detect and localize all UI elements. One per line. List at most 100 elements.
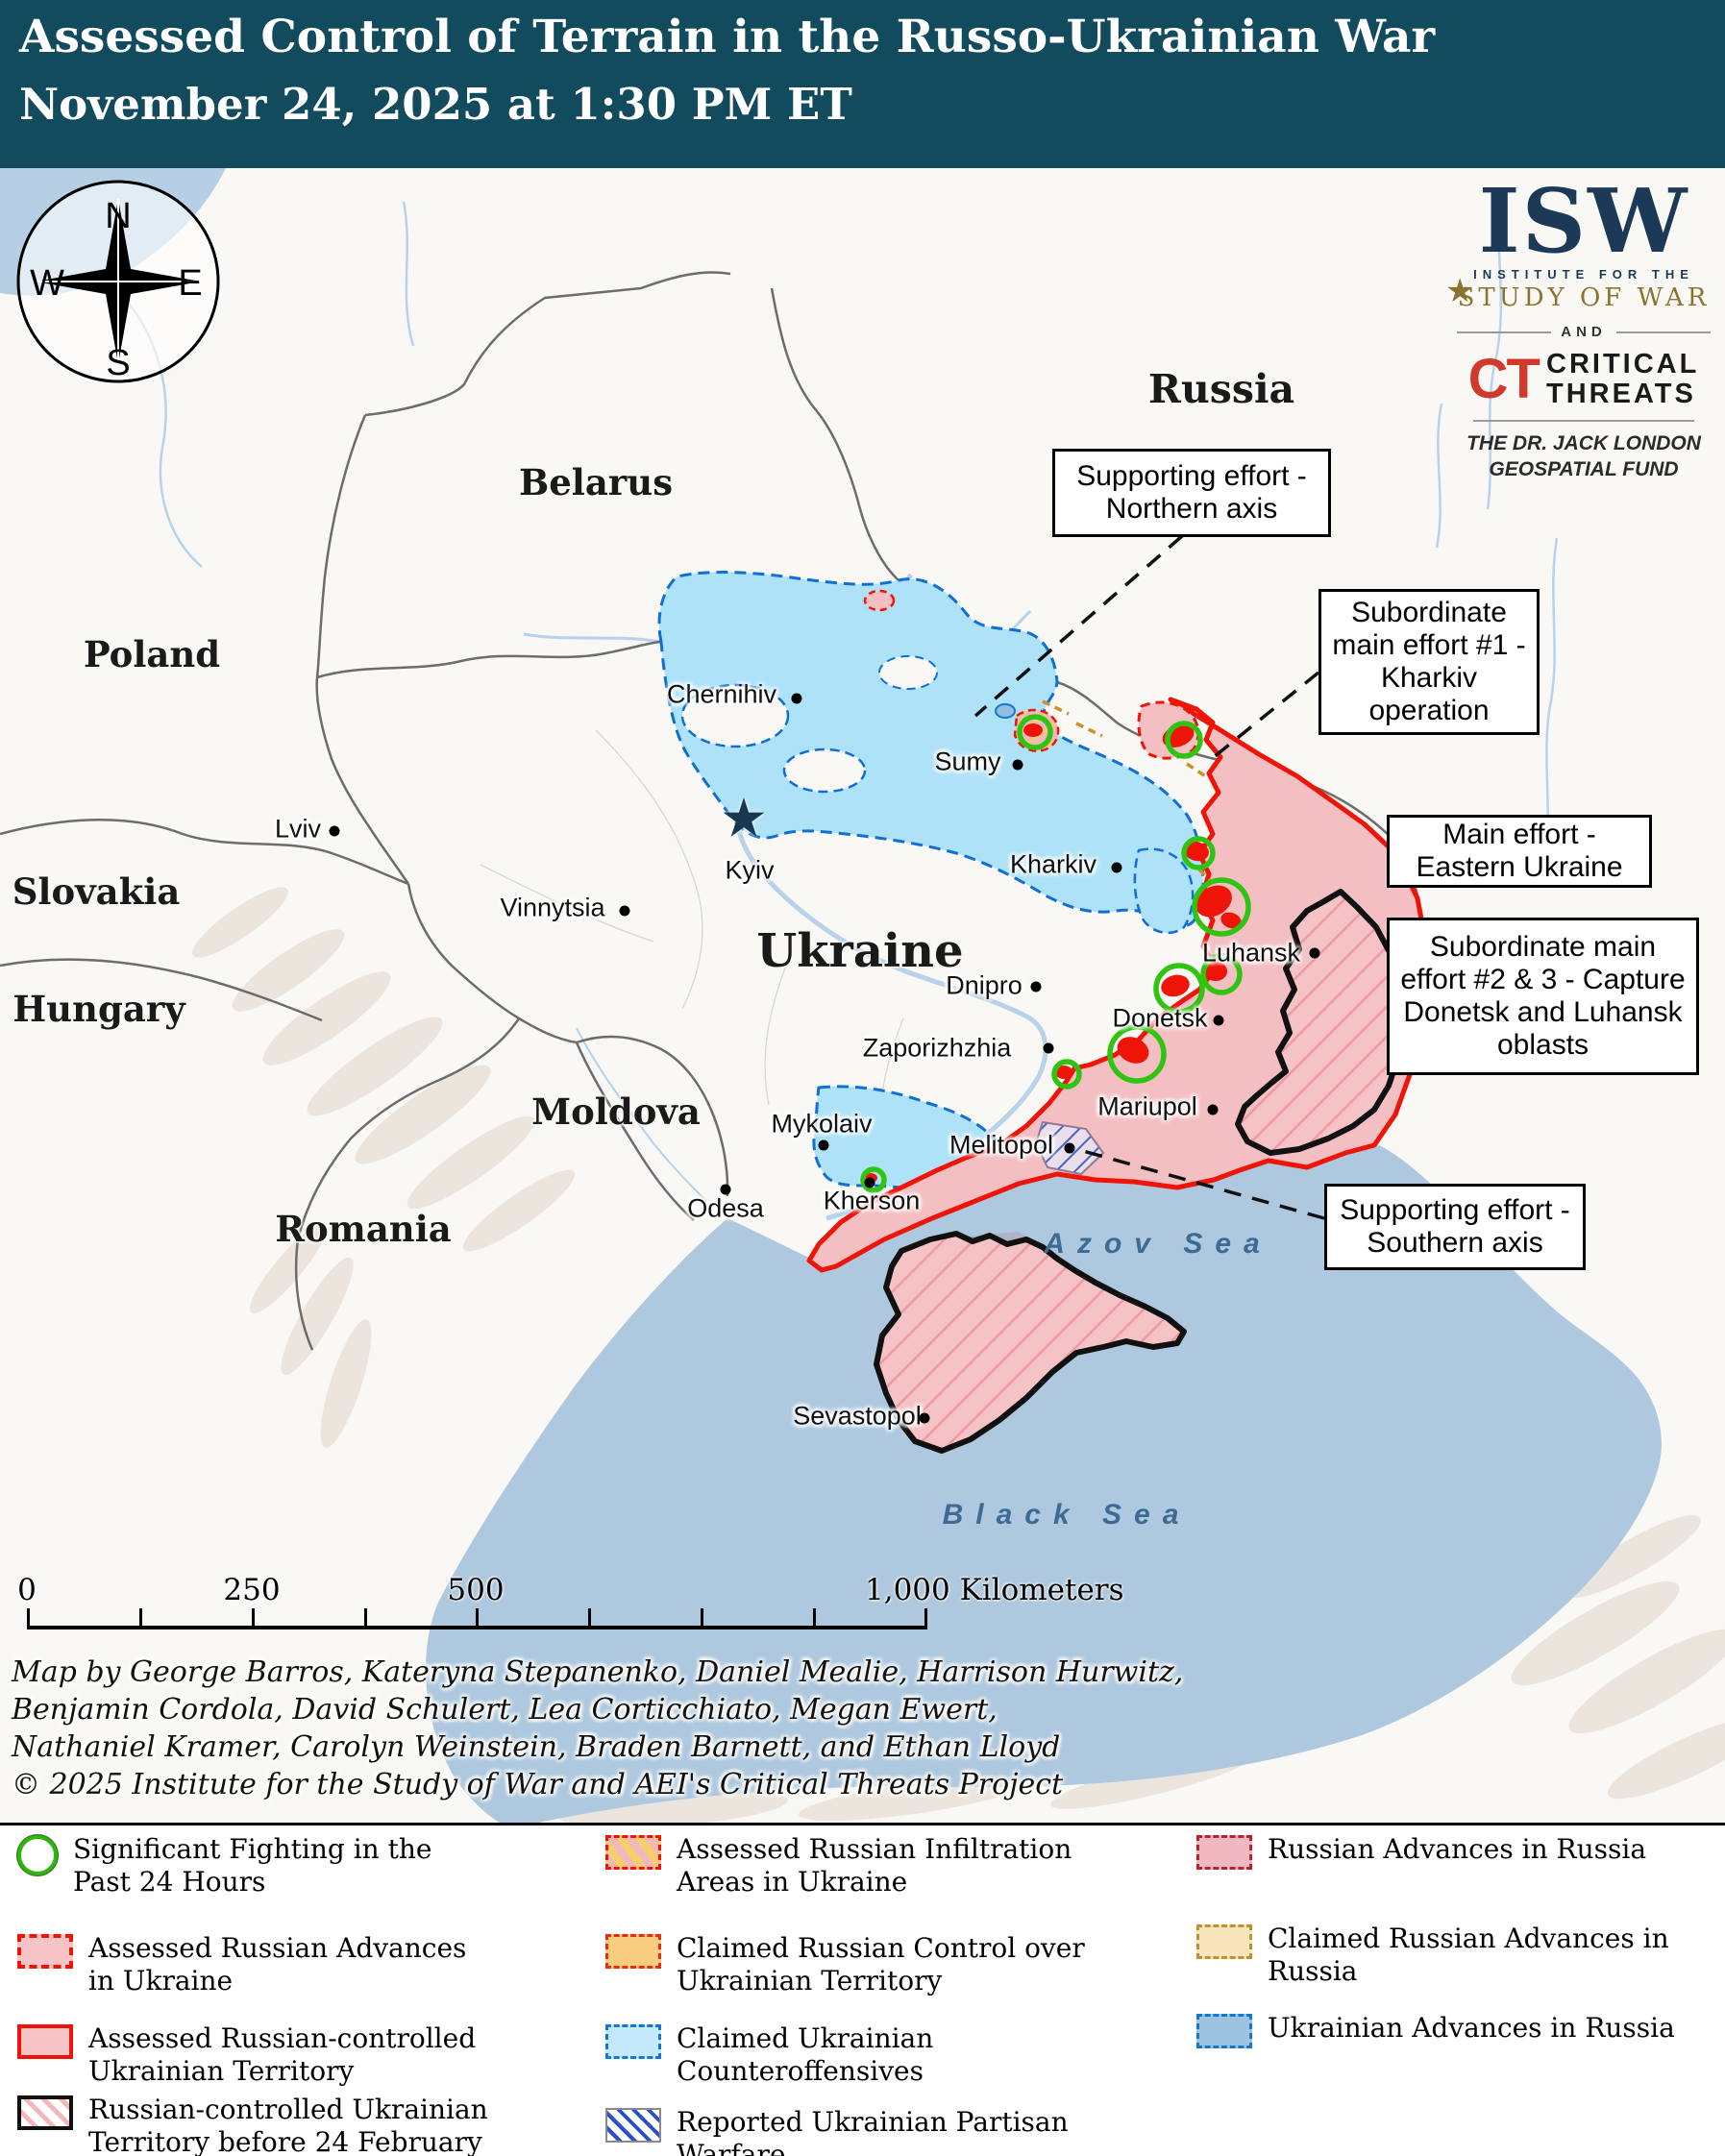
country-label-russia: Russia: [1147, 366, 1295, 412]
city-dot-chernihiv: [791, 693, 802, 704]
scale-0: 0: [17, 1573, 37, 1607]
callout-donetsk-luhansk-oblasts: Subordinate main effort #2 & 3 - Capture…: [1387, 918, 1699, 1075]
title-bar: Assessed Control of Terrain in the Russo…: [0, 0, 1725, 168]
isw-study-of-war: STUDY OF WAR: [1457, 283, 1711, 313]
city-label-luhansk: Luhansk: [1201, 938, 1301, 968]
callout-leader-lines: [973, 534, 1325, 1220]
city-dot-luhansk: [1309, 947, 1320, 959]
city-label-kharkiv: Kharkiv: [1009, 849, 1097, 879]
isw-star-icon: ★: [1445, 273, 1475, 309]
country-label-romania: Romania: [275, 1208, 452, 1250]
city-label-melitopol: Melitopol: [949, 1130, 1054, 1160]
critical-threats-logo: CT CRITICAL THREATS: [1440, 350, 1725, 408]
compass-s: S: [106, 343, 130, 383]
pre2022-swatch: [17, 2095, 73, 2130]
city-dot-sumy: [1012, 759, 1023, 771]
city-dot-mykolaiv: [818, 1139, 829, 1151]
claimed-ua-counteroffensive-swatch: [605, 2024, 661, 2059]
significant-fighting-circles: [860, 714, 1251, 1193]
sea-label-black-sea: Black Sea: [942, 1499, 1192, 1531]
city-dot-dnipro: [1030, 981, 1042, 992]
russian-advance-swatch: [17, 1934, 73, 1969]
legend-item-russian-advances-russia: Russian Advances in Russia: [1196, 1833, 1715, 1870]
compass-e: E: [178, 263, 202, 304]
scale-bar-line: [27, 1626, 927, 1629]
city-dot-donetsk: [1213, 1015, 1224, 1026]
city-dot-mariupol: [1207, 1104, 1219, 1115]
city-dot-kharkiv: [1111, 862, 1122, 873]
claimed-russian-control-swatch: [605, 1934, 661, 1969]
legend-item-significant-fighting: Significant Fighting in the Past 24 Hour…: [17, 1833, 498, 1899]
russian-controlled-swatch: [17, 2024, 73, 2059]
legend: Significant Fighting in the Past 24 Hour…: [0, 1823, 1725, 2156]
country-label-poland: Poland: [83, 633, 221, 675]
callout-kharkiv-operation: Subordinate main effort #1 - Kharkiv ope…: [1318, 589, 1540, 735]
city-dot-zaporizhzhia: [1043, 1042, 1054, 1054]
black-sea: [426, 1145, 1662, 1823]
geospatial-fund: THE DR. JACK LONDON GEOSPATIAL FUND: [1466, 432, 1701, 480]
credits-line2: Benjamin Cordola, David Schulert, Lea Co…: [12, 1693, 998, 1727]
isw-logo-text: ISW: [1478, 169, 1689, 273]
kyiv-capital-star-icon: ★: [719, 787, 769, 848]
country-label-ukraine: Ukraine: [756, 924, 964, 978]
credits-line4: © 2025 Institute for the Study of War an…: [12, 1768, 1064, 1801]
ct-name: CRITICAL THREATS: [1546, 349, 1700, 409]
country-label-slovakia: Slovakia: [12, 870, 181, 913]
callout-northern-axis: Supporting effort - Northern axis: [1052, 449, 1331, 537]
ct-monogram: CT: [1467, 347, 1540, 410]
legend-item-claimed-russian-control: Claimed Russian Control over Ukrainian T…: [605, 1932, 1124, 1997]
ukrainian-advances-russia-swatch: [1196, 2014, 1252, 2048]
compass-w: W: [30, 263, 64, 304]
legend-item-infiltration-areas: Assessed Russian Infiltration Areas in U…: [605, 1833, 1124, 1899]
russian-advances-russia-swatch: [1196, 1835, 1252, 1870]
city-label-lviv: Lviv: [274, 814, 322, 844]
title-date: November 24, 2025 at 1:30 PM ET: [19, 79, 852, 130]
city-label-vinnytsia: Vinnytsia: [500, 893, 605, 922]
city-label-chernihiv: Chernihiv: [666, 679, 777, 709]
legend-item-claimed-ua-counteroffensives: Claimed Ukrainian Counteroffensives: [605, 2022, 1124, 2088]
compass-n: N: [105, 196, 131, 236]
city-label-zaporizhzhia: Zaporizhzhia: [862, 1033, 1012, 1063]
isw-ct-logo: ISW ★ INSTITUTE FOR THE STUDY OF WAR AND…: [1440, 169, 1725, 482]
claimed-russian-advances-russia-swatch: [1196, 1924, 1252, 1959]
city-label-kherson: Kherson: [823, 1186, 921, 1215]
credits-line1: Map by George Barros, Kateryna Stepanenk…: [12, 1655, 1184, 1689]
city-dot-vinnytsia: [619, 905, 630, 917]
city-label-mykolaiv: Mykolaiv: [771, 1109, 873, 1139]
scale-1000: 1,000 Kilometers: [865, 1573, 1124, 1607]
partisan-warfare-swatch: [605, 2108, 661, 2143]
city-dot-melitopol: [1064, 1142, 1075, 1154]
legend-item-ukrainian-advances-russia: Ukrainian Advances in Russia: [1196, 2012, 1715, 2048]
city-dot-kherson: [864, 1177, 875, 1188]
scale-bar: 0 250 500 1,000 Kilometers: [0, 1573, 1153, 1640]
legend-item-russian-controlled: Assessed Russian-controlled Ukrainian Te…: [17, 2022, 498, 2088]
legend-item-partisan-warfare: Reported Ukrainian Partisan Warfare: [605, 2106, 1124, 2156]
country-label-moldova: Moldova: [531, 1090, 701, 1133]
pre2022-crimea-area: [874, 1231, 1187, 1454]
city-label-dnipro: Dnipro: [946, 970, 1023, 1000]
city-label-donetsk: Donetsk: [1112, 1003, 1208, 1033]
city-label-odesa: Odesa: [687, 1193, 764, 1223]
city-label-kyiv: Kyiv: [725, 855, 775, 885]
scale-500: 500: [447, 1573, 505, 1607]
isw-institute-line: INSTITUTE FOR THE: [1473, 267, 1694, 282]
country-label-belarus: Belarus: [518, 461, 674, 503]
page-title: Assessed Control of Terrain in the Russo…: [19, 11, 1436, 63]
legend-item-pre2022-territory: Russian-controlled Ukrainian Territory b…: [17, 2094, 498, 2156]
scale-250: 250: [223, 1573, 281, 1607]
city-label-sumy: Sumy: [934, 747, 1001, 776]
map-area: N E S W ISW ★ INSTITUTE FOR THE STUDY OF…: [0, 168, 1725, 1823]
city-dot-odesa: [720, 1184, 731, 1195]
legend-item-claimed-russian-advances-russia: Claimed Russian Advances in Russia: [1196, 1923, 1715, 1988]
sea-label-azov: Azov Sea: [1044, 1228, 1272, 1260]
compass-rose: N E S W: [16, 180, 220, 383]
city-label-mariupol: Mariupol: [1097, 1091, 1197, 1121]
city-dot-lviv: [329, 825, 340, 837]
city-dot-sevastopol: [919, 1412, 930, 1424]
divider-line: [1473, 420, 1694, 423]
callout-main-effort-eastern-ukraine: Main effort - Eastern Ukraine: [1387, 815, 1652, 888]
infiltration-swatch: [605, 1835, 661, 1870]
fighting-circle-swatch: [17, 1835, 58, 1875]
and-divider: AND: [1457, 324, 1711, 340]
city-label-sevastopol: Sevastopol: [793, 1401, 922, 1431]
